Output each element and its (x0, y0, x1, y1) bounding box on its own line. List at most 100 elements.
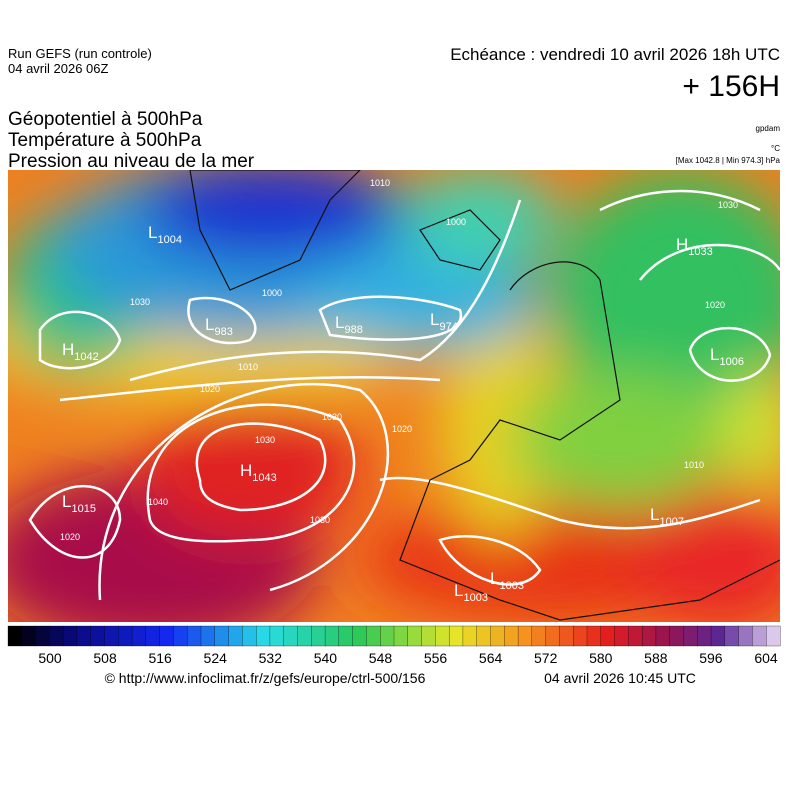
source-url: © http://www.infoclimat.fr/z/gefs/europe… (105, 670, 426, 686)
isobar-label: 1030 (310, 515, 330, 525)
colorbar-cell (173, 625, 188, 647)
colorbar-label: 572 (534, 650, 558, 666)
isobar-label: 1020 (705, 300, 725, 310)
center-letter: L (430, 310, 439, 329)
colorbar-cell (104, 625, 119, 647)
center-letter: L (490, 569, 499, 588)
echeance: Echéance : vendredi 10 avril 2026 18h UT… (450, 45, 780, 64)
colorbar-cell (338, 625, 354, 647)
colorbar-label: 596 (699, 650, 723, 666)
colorbar-cell (504, 625, 519, 647)
center-letter: L (335, 313, 344, 332)
colorbar-cell (531, 625, 547, 647)
pressure-center: H1033 (676, 235, 713, 258)
colorbar-cell (628, 625, 643, 647)
pressure-center: L1004 (148, 223, 182, 246)
center-value: 1004 (157, 234, 181, 246)
center-value: 1006 (719, 356, 743, 368)
colorbar-cell (393, 625, 409, 647)
colorbar-cell (131, 625, 147, 647)
colorbar-cell (118, 625, 133, 647)
isobar-label: 1010 (370, 178, 390, 188)
pressure-center: L974 (430, 310, 458, 333)
unit: gpdam (756, 124, 781, 133)
pressure-center: L988 (335, 313, 363, 336)
colorbar-cell (752, 625, 767, 647)
colorbar-cell (683, 625, 698, 647)
colorbar-cell (380, 625, 395, 647)
colorbar-label: 516 (148, 650, 172, 666)
center-letter: L (205, 315, 214, 334)
colorbar-cell (545, 625, 560, 647)
colorbar-cell (435, 625, 450, 647)
colorbar-cell (187, 625, 202, 647)
colorbar-label: 604 (754, 650, 778, 666)
center-value: 1003 (463, 592, 487, 604)
colorbar-label: 532 (259, 650, 283, 666)
center-value: 1015 (71, 503, 95, 515)
colorbar-cell (669, 625, 684, 647)
pressure-center: L1006 (710, 345, 744, 368)
isobar-label: 1030 (255, 435, 275, 445)
colorbar-cell (476, 625, 491, 647)
field-name: Géopotentiel à 500hPa (8, 109, 203, 130)
colorbar-cell (90, 625, 105, 647)
unit: °C (771, 144, 780, 153)
pressure-center: L1007 (650, 505, 684, 528)
colorbar-cell (655, 625, 671, 647)
generated-time: 04 avril 2026 10:45 UTC (544, 670, 696, 686)
colorbar-label: 580 (589, 650, 613, 666)
colorbar-label: 500 (38, 650, 62, 666)
colorbar-cell (283, 625, 298, 647)
colorbar-cell (697, 625, 712, 647)
colorbar-cell (297, 625, 312, 647)
colorbar-cell (517, 625, 533, 647)
colorbar-cell (200, 625, 216, 647)
colorbar-cell (421, 625, 436, 647)
colorbar-cell (573, 625, 588, 647)
pressure-center: L1003 (454, 581, 488, 604)
colorbar-cell (214, 625, 230, 647)
center-letter: L (650, 505, 659, 524)
colorbar-label: 588 (644, 650, 668, 666)
colorbar-cell (614, 625, 629, 647)
isobar-label: 1030 (718, 200, 738, 210)
center-value: 1042 (74, 351, 98, 363)
colorbar-cell (145, 625, 161, 647)
isobar-label: 1000 (262, 288, 282, 298)
colorbar-cell (242, 625, 257, 647)
field-name: Pression au niveau de la mer (8, 151, 255, 172)
pressure-center: L1015 (62, 492, 96, 515)
colorbar-cell (352, 625, 367, 647)
colorbar-cell (255, 625, 271, 647)
colorbar-cell (269, 625, 285, 647)
center-value: 1003 (499, 580, 523, 592)
isobar-label: 1030 (322, 412, 342, 422)
colorbar-cell (448, 625, 464, 647)
center-value: 974 (439, 321, 457, 333)
center-letter: L (62, 492, 71, 511)
center-value: 1007 (659, 516, 683, 528)
colorbar-cell (586, 625, 602, 647)
pressure-center: H1042 (62, 340, 99, 363)
unit: [Max 1042.8 | Min 974.3] hPa (676, 156, 781, 165)
center-value: 1043 (252, 472, 276, 484)
colorbar-label: 564 (479, 650, 503, 666)
isobar-label: 1030 (130, 297, 150, 307)
colorbar-cell (324, 625, 340, 647)
colorbar-cell (710, 625, 726, 647)
run-label: Run GEFS (run controle) (8, 46, 152, 61)
colorbar-cell (641, 625, 657, 647)
colorbar-cell (49, 625, 64, 647)
isobar-label: 1010 (238, 362, 258, 372)
center-value: 988 (344, 324, 362, 336)
colorbar-cell (724, 625, 740, 647)
colorbar-cell (311, 625, 326, 647)
isobar-label: 1020 (392, 424, 412, 434)
pressure-center: L983 (205, 315, 233, 338)
colorbar-label: 540 (314, 650, 338, 666)
center-letter: L (454, 581, 463, 600)
isobar-label: 1040 (148, 497, 168, 507)
lead-time: + 156H (682, 70, 780, 103)
